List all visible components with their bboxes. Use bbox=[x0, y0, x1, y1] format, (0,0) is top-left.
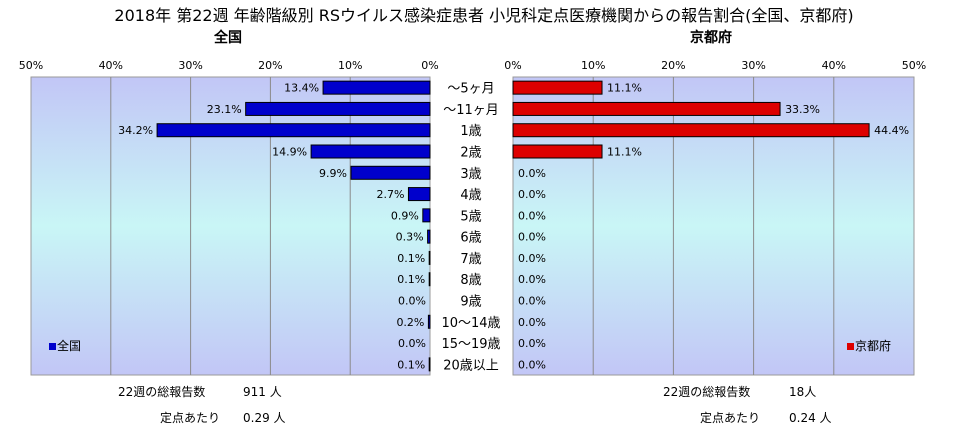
national-data-label: 0.0% bbox=[398, 295, 426, 308]
kyoto-tick-label: 40% bbox=[822, 59, 846, 72]
national-tick-label: 20% bbox=[258, 59, 282, 72]
national-bar bbox=[350, 165, 431, 180]
national-axis-ticks: 50% 40% 30% 20% 10% 0% bbox=[19, 59, 439, 72]
national-data-label: 0.1% bbox=[397, 252, 425, 265]
category-label: 7歳 bbox=[460, 252, 481, 267]
national-legend-label: 全国 bbox=[57, 338, 81, 353]
category-label: 20歳以上 bbox=[443, 358, 499, 373]
national-bar bbox=[427, 229, 431, 244]
national-total-value: 911 人 bbox=[243, 385, 282, 399]
national-per-label: 定点あたり bbox=[160, 410, 220, 425]
kyoto-bar bbox=[512, 123, 870, 138]
kyoto-tick-label: 50% bbox=[902, 59, 926, 72]
kyoto-data-label: 0.0% bbox=[518, 295, 546, 308]
national-data-label: 0.1% bbox=[397, 273, 425, 286]
category-label: ～5ヶ月 bbox=[447, 82, 494, 97]
national-bar bbox=[428, 357, 431, 372]
kyoto-per-label: 定点あたり bbox=[700, 410, 760, 425]
national-bar bbox=[428, 272, 431, 287]
national-bar bbox=[407, 187, 431, 202]
chart-title: 2018年 第22週 年齢階級別 RSウイルス感染症患者 小児科定点医療機関から… bbox=[114, 6, 853, 25]
category-label: 6歳 bbox=[460, 231, 481, 246]
category-label: 8歳 bbox=[460, 273, 481, 288]
age-categories: ～5ヶ月 ～11ヶ月 1歳 2歳 3歳 4歳 5歳 6歳 7歳 8歳 9歳 10～14歳 15～19歳 2… bbox=[441, 82, 500, 374]
national-tick-label: 10% bbox=[338, 59, 362, 72]
national-tick-label: 50% bbox=[19, 59, 43, 72]
national-plot-area bbox=[30, 76, 431, 376]
national-tick-label: 0% bbox=[421, 59, 438, 72]
national-bar bbox=[310, 144, 431, 159]
national-data-label: 0.2% bbox=[396, 316, 424, 329]
kyoto-plot-area bbox=[512, 76, 915, 376]
national-data-label: 14.9% bbox=[272, 146, 307, 159]
national-per-value: 0.29 人 bbox=[243, 411, 286, 425]
kyoto-data-label: 11.1% bbox=[607, 146, 642, 159]
kyoto-total-label: 22週の総報告数 bbox=[663, 384, 750, 399]
kyoto-data-label: 0.0% bbox=[518, 358, 546, 371]
kyoto-bars: 11.1% 33.3% 44.4% 11.1% 0.0% 0.0% 0.0% 0.0% 0.0%… bbox=[512, 80, 909, 371]
national-legend-swatch bbox=[49, 343, 56, 350]
category-label: 9歳 bbox=[460, 295, 481, 310]
national-total-label: 22週の総報告数 bbox=[118, 384, 205, 399]
kyoto-data-label: 0.0% bbox=[518, 273, 546, 286]
kyoto-data-label: 11.1% bbox=[607, 82, 642, 95]
category-label: 2歳 bbox=[460, 146, 481, 161]
kyoto-bar bbox=[512, 144, 603, 159]
national-data-label: 9.9% bbox=[319, 167, 347, 180]
national-tick-label: 30% bbox=[178, 59, 202, 72]
kyoto-legend-swatch bbox=[847, 343, 854, 350]
national-bar bbox=[322, 80, 431, 95]
kyoto-data-label: 0.0% bbox=[518, 231, 546, 244]
kyoto-data-label: 0.0% bbox=[518, 252, 546, 265]
national-bar bbox=[427, 314, 431, 329]
kyoto-legend-label: 京都府 bbox=[855, 338, 891, 353]
category-label: ～11ヶ月 bbox=[443, 103, 499, 118]
national-heading: 全国 bbox=[213, 29, 242, 46]
national-bar bbox=[422, 208, 431, 223]
national-data-label: 2.7% bbox=[377, 188, 405, 201]
category-label: 1歳 bbox=[460, 124, 481, 139]
kyoto-data-label: 44.4% bbox=[874, 124, 909, 137]
national-data-label: 0.3% bbox=[396, 231, 424, 244]
category-label: 10～14歳 bbox=[441, 316, 500, 331]
national-data-label: 0.0% bbox=[398, 337, 426, 350]
category-label: 15～19歳 bbox=[441, 337, 500, 352]
kyoto-data-label: 0.0% bbox=[518, 209, 546, 222]
kyoto-tick-label: 30% bbox=[741, 59, 765, 72]
kyoto-data-label: 0.0% bbox=[518, 188, 546, 201]
national-data-label: 23.1% bbox=[207, 103, 242, 116]
kyoto-per-value: 0.24 人 bbox=[789, 411, 832, 425]
national-data-label: 34.2% bbox=[118, 124, 153, 137]
national-data-label: 0.1% bbox=[397, 358, 425, 371]
national-data-label: 13.4% bbox=[284, 82, 319, 95]
kyoto-tick-label: 20% bbox=[661, 59, 685, 72]
kyoto-axis-ticks: 0% 10% 20% 30% 40% 50% bbox=[504, 59, 926, 72]
national-bar bbox=[245, 101, 431, 116]
kyoto-data-label: 33.3% bbox=[785, 103, 820, 116]
kyoto-total-value: 18人 bbox=[789, 385, 816, 399]
kyoto-data-label: 0.0% bbox=[518, 167, 546, 180]
national-tick-label: 40% bbox=[99, 59, 123, 72]
kyoto-data-label: 0.0% bbox=[518, 316, 546, 329]
kyoto-tick-label: 10% bbox=[581, 59, 605, 72]
kyoto-data-label: 0.0% bbox=[518, 337, 546, 350]
kyoto-bar bbox=[512, 80, 603, 95]
kyoto-tick-label: 0% bbox=[504, 59, 521, 72]
category-label: 5歳 bbox=[460, 209, 481, 224]
national-bars: 13.4% 23.1% 34.2% 14.9% 9.9% 2.7% 0.9% 0.3% 0.1%… bbox=[118, 80, 431, 372]
kyoto-heading: 京都府 bbox=[690, 29, 732, 46]
category-label: 4歳 bbox=[460, 188, 481, 203]
category-label: 3歳 bbox=[460, 167, 481, 182]
national-bar bbox=[156, 123, 431, 138]
national-bar bbox=[428, 250, 431, 265]
kyoto-bar bbox=[512, 101, 781, 116]
national-data-label: 0.9% bbox=[391, 209, 419, 222]
